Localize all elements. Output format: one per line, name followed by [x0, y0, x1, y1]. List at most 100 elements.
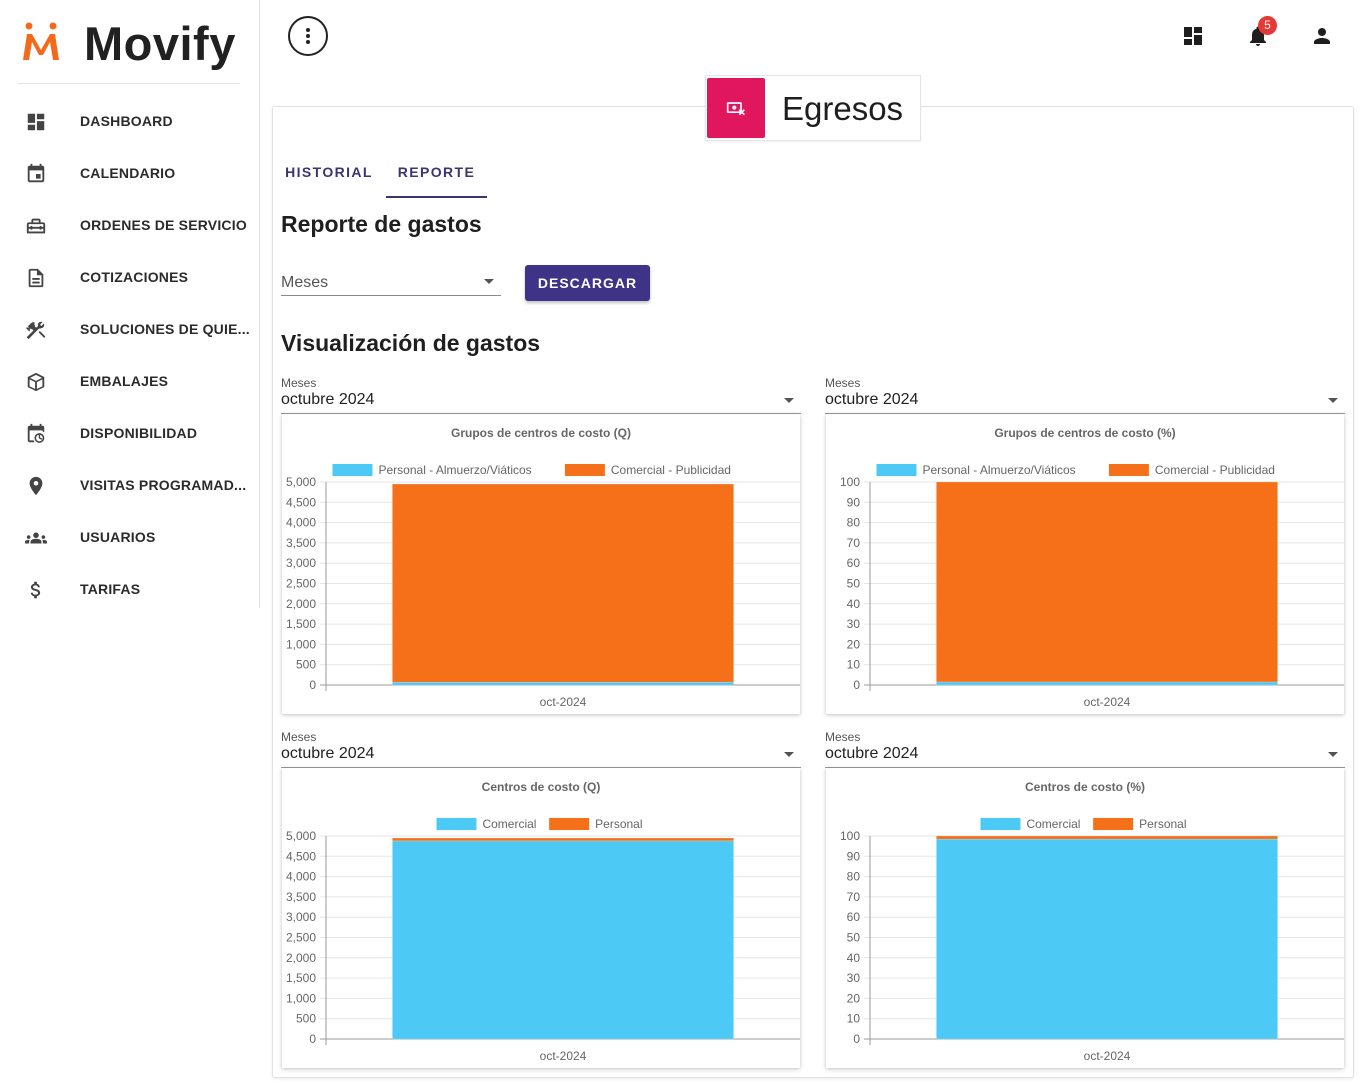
- more-options-button[interactable]: [288, 16, 328, 56]
- calendar-clock-icon: [27, 423, 45, 443]
- legend-label: Comercial: [482, 817, 536, 831]
- month-select[interactable]: octubre 2024: [281, 742, 801, 768]
- sidebar-item-visitas-programadas[interactable]: VISITAS PROGRAMAD...: [0, 460, 259, 512]
- sidebar-item-usuarios[interactable]: USUARIOS: [0, 512, 259, 564]
- y-tick-label: 1,500: [286, 617, 316, 631]
- y-tick-label: 5,000: [286, 829, 316, 843]
- more-vert-icon: [306, 28, 310, 32]
- y-tick-label: 40: [847, 597, 861, 611]
- calendar-icon: [27, 163, 45, 183]
- sidebar-item-calendario[interactable]: CALENDARIO: [0, 148, 259, 200]
- legend-label: Personal: [1139, 817, 1186, 831]
- account-icon[interactable]: [1310, 24, 1334, 48]
- y-tick-label: 4,000: [286, 516, 316, 530]
- y-tick-label: 1,000: [286, 991, 316, 1005]
- sidebar-item-tarifas[interactable]: TARIFAS: [0, 564, 259, 616]
- legend-swatch: [1093, 818, 1134, 830]
- sidebar-item-disponibilidad[interactable]: DISPONIBILIDAD: [0, 408, 259, 460]
- location-pin-icon: [29, 476, 43, 496]
- bar-segment: [392, 681, 734, 686]
- chart-panel-2: Meses octubre 2024 Grupos de centros de …: [825, 376, 1345, 716]
- y-tick-label: 20: [847, 991, 861, 1005]
- bar-segment: [936, 838, 1278, 1040]
- y-tick-label: 3,000: [286, 910, 316, 924]
- y-tick-label: 500: [296, 658, 316, 672]
- chart-container: Grupos de centros de costo (%) Personal -…: [826, 414, 1344, 714]
- dropdown-arrow-icon: [1328, 398, 1338, 403]
- app-name: Movify: [84, 17, 236, 70]
- y-tick-label: 10: [847, 658, 861, 672]
- month-select-label: Meses: [825, 730, 861, 744]
- sidebar-item-dashboard[interactable]: DASHBOARD: [0, 96, 259, 148]
- y-tick-label: 0: [309, 1032, 316, 1046]
- month-select-label: Meses: [281, 730, 317, 744]
- y-tick-label: 50: [847, 931, 861, 945]
- money-off-icon: [726, 102, 745, 116]
- y-tick-label: 80: [847, 516, 861, 530]
- y-tick-label: 70: [847, 536, 861, 550]
- bar-segment: [392, 483, 734, 683]
- legend-label: Personal: [595, 817, 642, 831]
- y-tick-label: 80: [847, 870, 861, 884]
- sidebar-item-label: COTIZACIONES: [80, 269, 189, 285]
- chart-container: Centros de costo (%) Comercial Personal 0 10…: [826, 768, 1344, 1068]
- sidebar-item-soluciones[interactable]: SOLUCIONES DE QUIE...: [0, 304, 259, 356]
- month-select[interactable]: octubre 2024: [281, 388, 801, 414]
- meses-select[interactable]: Meses: [281, 266, 501, 296]
- chart-title: Centros de costo (%): [1025, 780, 1145, 794]
- download-button[interactable]: DESCARGAR: [525, 265, 650, 301]
- y-tick-label: 30: [847, 971, 861, 985]
- tab-reporte[interactable]: REPORTE: [386, 164, 487, 198]
- month-select-value: octubre 2024: [825, 745, 919, 762]
- y-tick-label: 100: [840, 829, 860, 843]
- y-tick-label: 0: [853, 678, 860, 692]
- y-tick-label: 60: [847, 910, 861, 924]
- document-icon: [28, 268, 44, 288]
- y-tick-label: 20: [847, 637, 861, 651]
- more-vert-icon-dot: [306, 34, 310, 38]
- tab-historial[interactable]: HISTORIAL: [285, 164, 373, 180]
- sidebar-item-label: ORDENES DE SERVICIO: [80, 217, 247, 233]
- chart-panel-3: Meses octubre 2024 Centros de costo (Q) C…: [281, 730, 801, 1070]
- legend-swatch: [332, 464, 373, 476]
- sidebar-item-label: USUARIOS: [80, 529, 156, 545]
- x-tick-label: oct-2024: [1084, 1049, 1131, 1063]
- y-tick-label: 60: [847, 556, 861, 570]
- bar-segment: [392, 840, 734, 1040]
- y-tick-label: 2,500: [286, 577, 316, 591]
- page-header: Egresos: [705, 75, 921, 141]
- bar-segment: [936, 481, 1278, 683]
- legend-swatch: [876, 464, 917, 476]
- month-select-label: Meses: [281, 376, 317, 390]
- toolbox-icon: [26, 218, 46, 234]
- dashboard-icon[interactable]: [1181, 24, 1205, 48]
- bar-segment: [936, 835, 1278, 840]
- package-icon: [27, 372, 45, 392]
- sidebar-item-embalajes[interactable]: EMBALAJES: [0, 356, 259, 408]
- legend-label: Personal - Almuerzo/Viáticos: [923, 463, 1076, 477]
- chart-title: Centros de costo (Q): [482, 780, 601, 794]
- month-select[interactable]: octubre 2024: [825, 388, 1345, 414]
- dropdown-arrow-icon: [784, 752, 794, 757]
- brand[interactable]: Movify: [18, 14, 240, 84]
- x-tick-label: oct-2024: [540, 695, 587, 709]
- sidebar-item-cotizaciones[interactable]: COTIZACIONES: [0, 252, 259, 304]
- report-title: Reporte de gastos: [281, 211, 482, 237]
- chart-container: Grupos de centros de costo (Q) Personal -…: [282, 414, 800, 714]
- chart-title: Grupos de centros de costo (Q): [451, 426, 631, 440]
- y-tick-label: 5,000: [286, 475, 316, 489]
- y-tick-label: 3,500: [286, 536, 316, 550]
- sidebar-item-ordenes-de-servicio[interactable]: ORDENES DE SERVICIO: [0, 200, 259, 252]
- legend-swatch: [980, 818, 1021, 830]
- y-tick-label: 90: [847, 495, 861, 509]
- x-tick-label: oct-2024: [1084, 695, 1131, 709]
- y-tick-label: 4,000: [286, 870, 316, 884]
- month-select[interactable]: octubre 2024: [825, 742, 1345, 768]
- legend-label: Comercial - Publicidad: [1155, 463, 1275, 477]
- y-tick-label: 3,500: [286, 890, 316, 904]
- y-tick-label: 1,000: [286, 637, 316, 651]
- y-tick-label: 50: [847, 577, 861, 591]
- month-select-label: Meses: [825, 376, 861, 390]
- y-tick-label: 4,500: [286, 495, 316, 509]
- dropdown-arrow-icon: [784, 398, 794, 403]
